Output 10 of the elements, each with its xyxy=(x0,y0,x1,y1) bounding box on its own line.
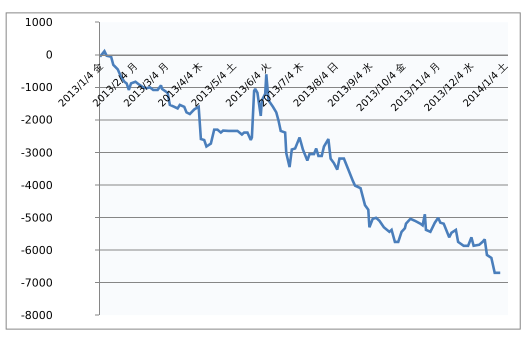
y-tick-label: 0 xyxy=(46,48,53,62)
y-tick-label: -4000 xyxy=(20,178,53,192)
y-tick-label: -5000 xyxy=(20,211,53,224)
y-tick-label: -3000 xyxy=(20,146,53,160)
y-tick-label: -6000 xyxy=(20,244,53,257)
y-tick-label: -8000 xyxy=(20,309,53,322)
y-tick-label: 1000 xyxy=(24,16,53,30)
y-tick-label: -7000 xyxy=(20,276,53,290)
y-tick-label: -1000 xyxy=(20,81,53,94)
y-tick-label: -2000 xyxy=(20,114,53,127)
